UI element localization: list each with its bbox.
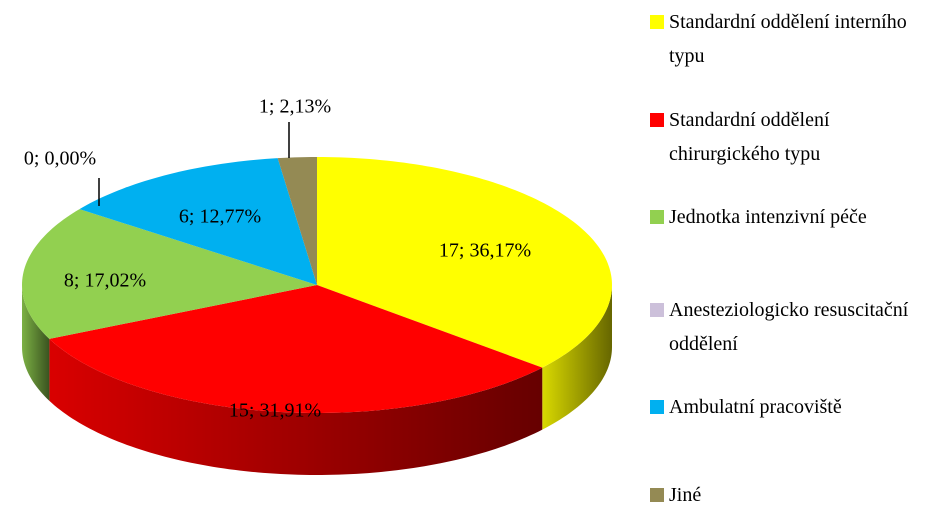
legend-swatch xyxy=(650,113,664,127)
pie-slice xyxy=(22,209,318,339)
pie-slice xyxy=(317,157,612,368)
pie-side xyxy=(542,285,612,430)
legend-item: Jednotka intenzivní péče xyxy=(650,200,940,234)
legend-label: Ambulatní pracoviště xyxy=(669,396,842,418)
legend-swatch xyxy=(650,400,664,414)
data-label: 17; 36,17% xyxy=(439,240,531,262)
legend-label: Anesteziologicko resuscitační oddělení xyxy=(669,299,909,355)
legend-item: Standardní oddělení interního typu xyxy=(650,5,940,73)
data-label: 8; 17,02% xyxy=(64,270,146,292)
pie-side xyxy=(22,285,50,401)
legend-label: Jednotka intenzivní péče xyxy=(669,206,867,228)
legend-swatch xyxy=(650,15,664,29)
pie-slice xyxy=(49,285,543,413)
legend-swatch xyxy=(650,488,664,502)
pie-chart: 17; 36,17% 15; 31,91% 8; 17,02% 0; 0,00% 6; … xyxy=(22,96,612,475)
legend-item: Anesteziologicko resuscitační oddělení xyxy=(650,293,940,361)
pie-side xyxy=(49,338,543,475)
legend-label: Standardní oddělení interního typu xyxy=(669,11,907,67)
data-label: 0; 0,00% xyxy=(24,148,96,170)
legend-label: Standardní oddělení chirurgického typu xyxy=(669,109,830,165)
pie-slice xyxy=(277,157,317,285)
data-label: 1; 2,13% xyxy=(259,96,331,118)
legend-item: Ambulatní pracoviště xyxy=(650,390,940,424)
legend-swatch xyxy=(650,303,664,317)
data-label: 6; 12,77% xyxy=(179,206,261,228)
legend-swatch xyxy=(650,210,664,224)
pie-slice xyxy=(79,158,317,285)
legend-item: Jiné xyxy=(650,478,940,512)
legend-label: Jiné xyxy=(669,484,702,506)
data-label: 15; 31,91% xyxy=(229,400,321,422)
legend-item: Standardní oddělení chirurgického typu xyxy=(650,103,940,171)
